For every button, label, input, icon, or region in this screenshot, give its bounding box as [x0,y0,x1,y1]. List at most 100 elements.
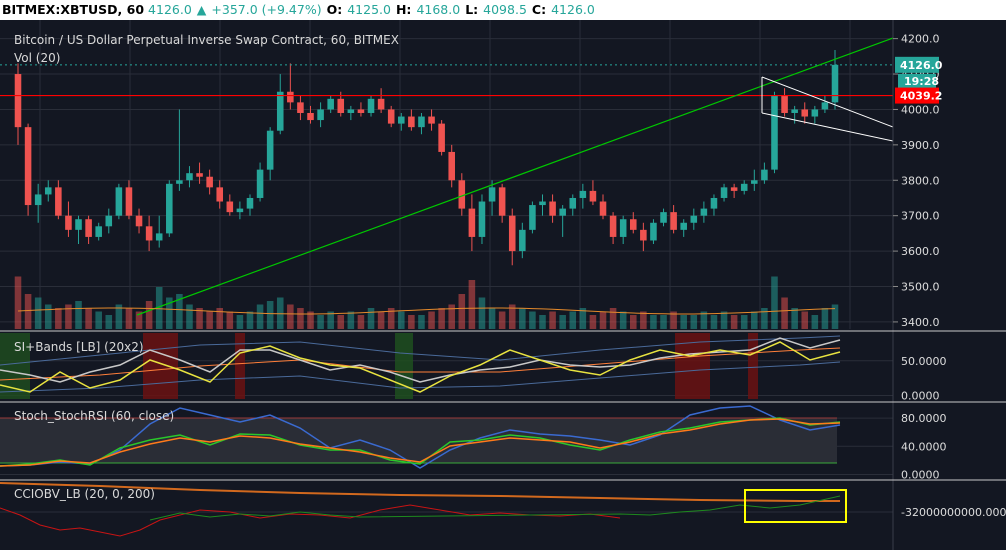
candlestick-series[interactable] [14,49,839,266]
candle-body[interactable] [529,205,536,230]
candle-body[interactable] [297,102,304,113]
candle-body[interactable] [307,112,314,121]
candle-body[interactable] [246,197,254,209]
candle-body[interactable] [276,91,284,131]
candle-body[interactable] [589,190,597,202]
candle-body[interactable] [831,64,839,103]
candle-body[interactable] [801,109,809,117]
candle-body[interactable] [236,208,244,213]
candle-body[interactable] [216,187,224,202]
wedge-lower-line[interactable] [761,112,894,142]
candle-body[interactable] [519,229,526,252]
candle-body[interactable] [730,187,738,191]
candle-body[interactable] [327,98,334,110]
candle-body[interactable] [155,233,163,241]
candle-body[interactable] [821,102,829,110]
candle-body[interactable] [287,91,294,103]
candle-body[interactable] [196,173,203,177]
candle-body[interactable] [398,116,405,124]
candle-body[interactable] [428,116,435,124]
candle-body[interactable] [34,194,42,206]
candle-body[interactable] [771,95,778,170]
stoch-pane[interactable] [0,405,841,469]
close-label: C: [531,2,547,17]
candle-body[interactable] [115,187,123,216]
candle-body[interactable] [135,215,143,227]
candle-body[interactable] [438,123,445,152]
candle-body[interactable] [256,169,264,198]
candle-body[interactable] [680,222,687,230]
candle-body[interactable] [337,98,345,113]
cciobv-pane[interactable] [0,482,847,537]
candle-body[interactable] [377,98,385,110]
candle-body[interactable] [357,109,365,113]
candle-body[interactable] [609,215,617,237]
cciobv-axis[interactable]: -32000000000.0000 [901,506,1006,519]
candle-body[interactable] [478,201,486,237]
candle-body[interactable] [700,208,708,216]
candle-body[interactable] [24,127,32,206]
candle-body[interactable] [468,208,476,237]
volume-bar [730,315,738,329]
candle-body[interactable] [408,116,415,128]
candle-body[interactable] [559,208,566,216]
candle-body[interactable] [226,201,234,213]
candle-body[interactable] [629,219,637,230]
cciobv-highlight-box[interactable] [744,489,847,523]
candle-body[interactable] [569,197,577,209]
stoch-axis[interactable]: 0.0000 40.0000 80.0000 [901,412,947,481]
candle-body[interactable] [85,219,92,237]
candle-body[interactable] [488,187,496,202]
close-value: 4126.0 [551,2,595,17]
wedge-upper-line[interactable] [761,76,894,128]
candle-body[interactable] [186,173,193,181]
candle-body[interactable] [166,183,173,234]
candle-body[interactable] [650,222,657,241]
si-bands-pane[interactable] [0,333,841,399]
candle-body[interactable] [105,215,113,227]
candle-body[interactable] [640,229,647,241]
candle-body[interactable] [710,197,718,209]
candle-body[interactable] [448,151,455,181]
candle-body[interactable] [740,183,748,191]
candle-body[interactable] [458,180,466,209]
candle-body[interactable] [690,215,698,223]
candle-body[interactable] [44,187,52,195]
candle-body[interactable] [317,109,324,121]
volume-bar [65,304,72,329]
chart-area[interactable]: Bitcoin / US Dollar Perpetual Inverse Sw… [0,20,1006,550]
candle-body[interactable] [418,116,425,128]
candle-body[interactable] [75,219,82,230]
candle-body[interactable] [549,201,556,216]
candle-body[interactable] [761,169,768,181]
candle-body[interactable] [508,215,516,252]
candle-body[interactable] [619,219,627,237]
candle-body[interactable] [599,201,607,216]
volume-bar [196,308,203,329]
candle-body[interactable] [95,226,102,237]
candle-body[interactable] [720,187,728,198]
candle-body[interactable] [176,180,183,184]
candle-body[interactable] [811,109,819,117]
volume-bar [155,287,163,329]
candle-body[interactable] [145,226,153,241]
candle-body[interactable] [539,201,546,206]
candle-body[interactable] [14,74,22,128]
candle-body[interactable] [206,176,213,188]
candle-body[interactable] [660,212,667,223]
candle-body[interactable] [498,187,506,216]
candle-body[interactable] [670,212,677,230]
candle-body[interactable] [65,215,72,230]
candle-body[interactable] [781,95,788,113]
candle-body[interactable] [751,180,758,184]
candle-body[interactable] [387,109,395,124]
candle-body[interactable] [791,109,798,113]
candle-body[interactable] [55,187,62,216]
candle-body[interactable] [367,98,375,113]
candle-body[interactable] [266,130,274,170]
candle-body[interactable] [579,190,587,198]
candle-body[interactable] [125,187,133,216]
trend-line[interactable] [136,37,894,316]
si-bands-axis[interactable]: 0.0000 50.0000 [901,355,947,403]
candle-body[interactable] [347,109,355,113]
